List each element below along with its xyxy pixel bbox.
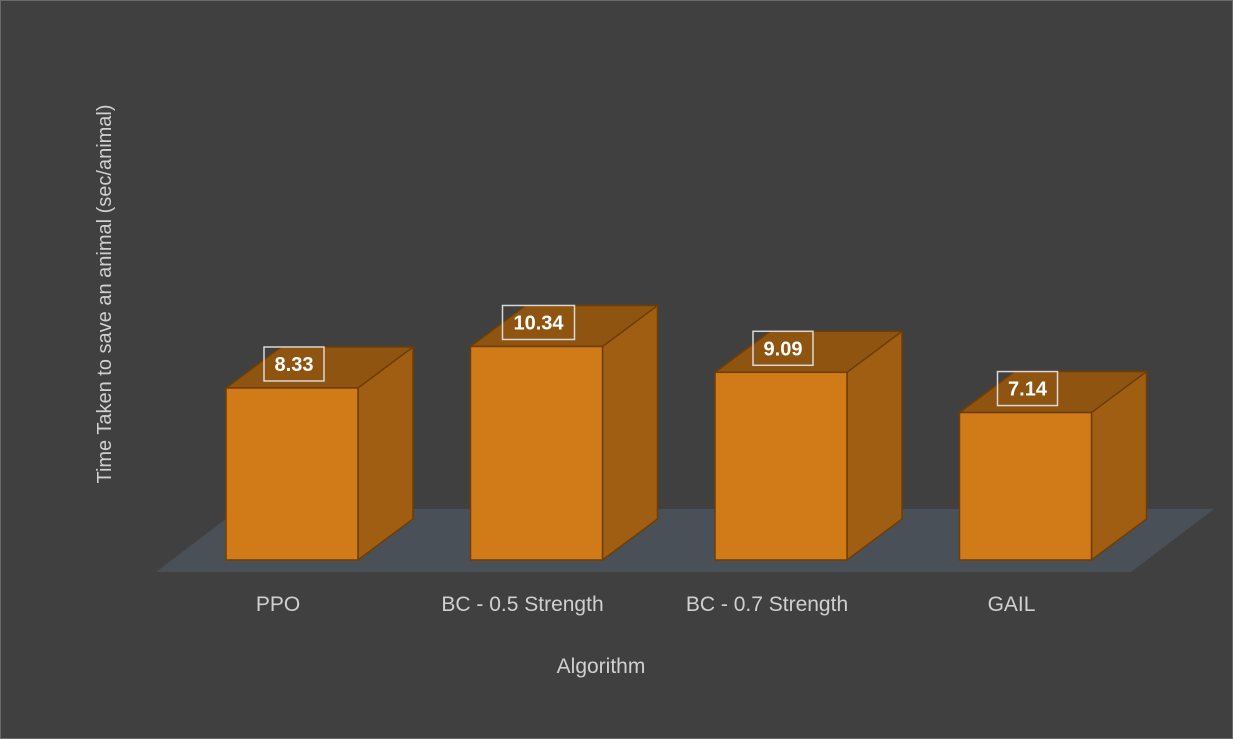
x-tick-label: GAIL [988,593,1036,616]
bar: 8.33 [223,345,416,562]
x-tick-label: BC - 0.7 Strength [686,593,848,616]
data-label-text: 9.09 [764,338,803,360]
data-label-box [501,304,576,341]
bar-front-face [225,387,359,561]
data-label: 10.34 [501,304,576,341]
y-axis-title: Time Taken to save an animal (sec/animal… [94,104,116,483]
data-label-box [263,346,325,382]
data-label-text: 8.33 [275,354,314,376]
bar-side-face [601,303,659,562]
bar: 10.34 [468,303,660,562]
x-tick-labels: PPO BC - 0.5 Strength BC - 0.7 Strength GAI… [256,593,1036,616]
data-label-text: 10.34 [513,312,564,334]
bar: 9.09 [712,329,905,562]
data-label-text: 7.14 [1008,379,1048,401]
data-label: 7.14 [996,370,1059,407]
data-label: 9.09 [752,330,814,367]
bar-front-face [469,345,604,561]
bar-front-face [714,371,848,561]
data-label: 8.33 [263,346,325,382]
x-axis-title: Algorithm [557,655,646,678]
x-tick-label: PPO [256,593,300,616]
data-label-box [996,370,1059,407]
bars-group: 8.33 10.34 9.09 7.14 [223,303,1149,562]
chart-floor [156,509,1214,572]
bar: 7.14 [957,370,1149,562]
x-tick-label: BC - 0.5 Strength [441,593,603,616]
bar-front-face [958,411,1093,561]
data-label-box [752,330,814,367]
